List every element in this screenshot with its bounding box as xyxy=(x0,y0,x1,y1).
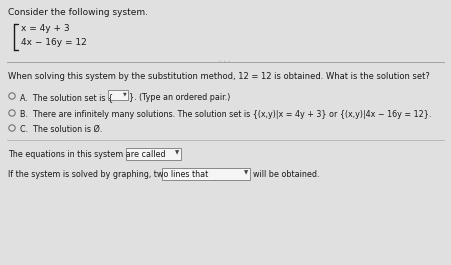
Text: When solving this system by the substitution method, 12 = 12 is obtained. What i: When solving this system by the substitu… xyxy=(8,72,430,81)
Text: ▼: ▼ xyxy=(123,91,126,96)
FancyBboxPatch shape xyxy=(126,148,181,160)
Text: x = 4y + 3: x = 4y + 3 xyxy=(21,24,69,33)
Text: }. (Type an ordered pair.): }. (Type an ordered pair.) xyxy=(129,93,230,102)
Text: ▼: ▼ xyxy=(244,170,248,175)
Text: will be obtained.: will be obtained. xyxy=(253,170,319,179)
Text: A.  The solution set is {: A. The solution set is { xyxy=(20,93,113,102)
FancyBboxPatch shape xyxy=(108,90,128,100)
Text: C.  The solution is Ø.: C. The solution is Ø. xyxy=(20,125,102,134)
Text: · · ·: · · · xyxy=(219,59,230,65)
Text: Consider the following system.: Consider the following system. xyxy=(8,8,148,17)
Text: B.  There are infinitely many solutions. The solution set is {(x,y)|x = 4y + 3} : B. There are infinitely many solutions. … xyxy=(20,110,431,119)
Text: The equations in this system are called: The equations in this system are called xyxy=(8,150,166,159)
FancyBboxPatch shape xyxy=(162,168,250,180)
Text: If the system is solved by graphing, two lines that: If the system is solved by graphing, two… xyxy=(8,170,208,179)
Text: ▼: ▼ xyxy=(175,150,179,155)
Text: 4x − 16y = 12: 4x − 16y = 12 xyxy=(21,38,87,47)
